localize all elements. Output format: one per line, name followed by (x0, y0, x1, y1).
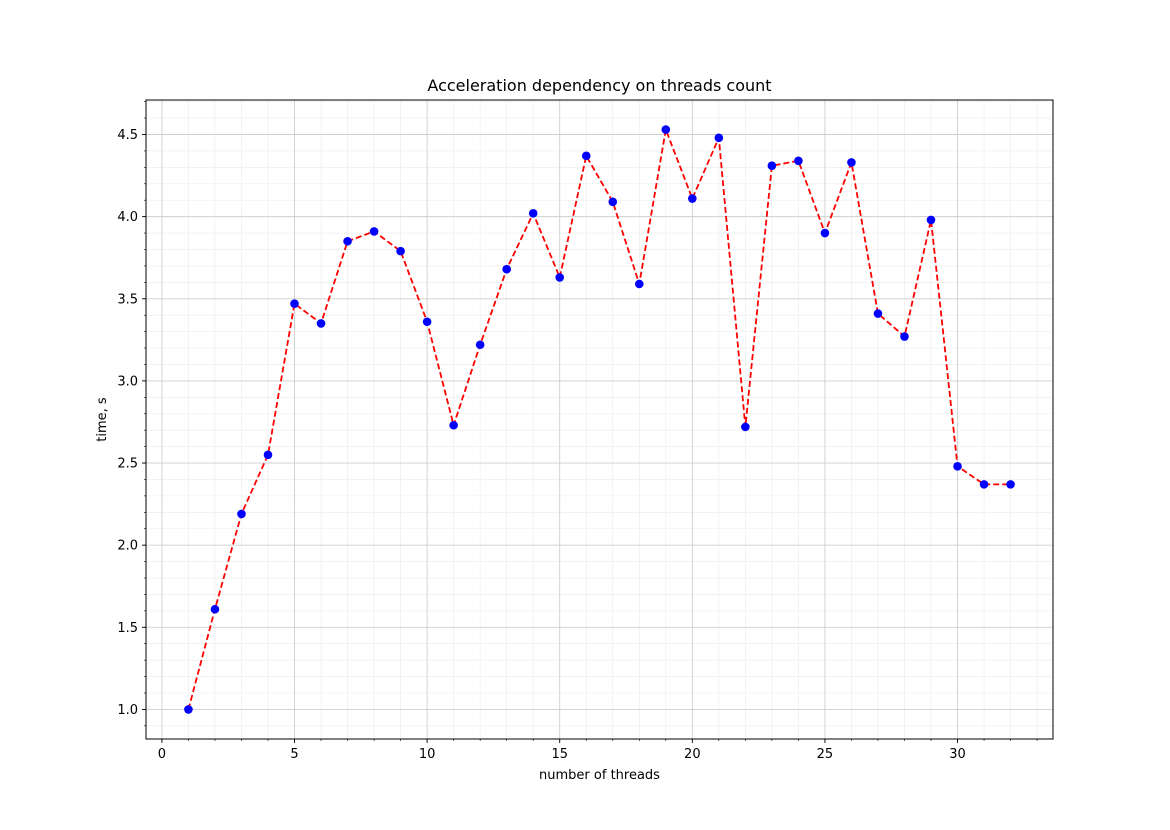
x-axis-label: number of threads (539, 768, 660, 783)
minor-grid (146, 100, 1053, 739)
x-tick-label: 30 (949, 747, 966, 762)
data-point (979, 480, 989, 489)
series-line (187, 126, 1011, 710)
y-tick-label: 3.0 (117, 374, 138, 389)
data-point (316, 319, 326, 328)
data-point (873, 309, 883, 318)
data-point (767, 161, 777, 171)
x-tick-label: 0 (158, 747, 166, 762)
y-tick-label: 3.5 (117, 292, 138, 307)
data-point (688, 194, 697, 203)
y-tick-label: 1.0 (117, 703, 138, 718)
data-point (794, 156, 803, 166)
data-point (343, 236, 352, 246)
data-point (741, 422, 750, 432)
data-point (926, 215, 936, 225)
data-point (820, 228, 830, 238)
data-point (369, 227, 379, 236)
data-point (608, 197, 618, 207)
y-axis-ticks: 1.0 1.5 2.0 2.5 3.0 3.5 4.0 4.5 (117, 101, 146, 727)
series-points (184, 125, 1015, 714)
data-point (528, 209, 538, 218)
data-point (1006, 480, 1015, 489)
plot-frame (145, 99, 1054, 740)
data-point (475, 340, 485, 350)
major-grid (146, 100, 1053, 739)
y-tick-label: 2.0 (117, 539, 138, 554)
y-tick-label: 4.0 (117, 210, 138, 225)
y-tick-label: 2.5 (117, 457, 138, 472)
data-point (396, 246, 405, 256)
data-point (184, 705, 193, 714)
y-tick-label: 1.5 (117, 621, 138, 636)
data-point (953, 462, 962, 471)
data-point (263, 450, 273, 460)
data-point (290, 299, 299, 308)
data-point (422, 317, 432, 327)
y-axis-label: time, s (95, 397, 110, 442)
data-point (237, 509, 246, 519)
data-point (210, 604, 220, 614)
data-point (502, 264, 511, 274)
x-tick-label: 15 (551, 747, 568, 762)
data-point (581, 151, 591, 161)
data-point (661, 125, 671, 134)
x-tick-label: 5 (290, 747, 298, 762)
data-point (714, 133, 724, 143)
x-tick-label: 25 (817, 747, 834, 762)
series-lines (187, 126, 1011, 710)
data-point (449, 420, 458, 430)
data-point (634, 279, 644, 289)
data-point (847, 158, 856, 167)
chart-title: Acceleration dependency on threads count (427, 76, 771, 95)
data-point (900, 332, 909, 341)
x-axis-ticks: 0 5 10 15 20 25 30 (158, 739, 1038, 762)
y-tick-label: 4.5 (117, 128, 138, 143)
x-tick-label: 10 (419, 747, 436, 762)
x-tick-label: 20 (684, 747, 701, 762)
data-point (555, 273, 565, 282)
